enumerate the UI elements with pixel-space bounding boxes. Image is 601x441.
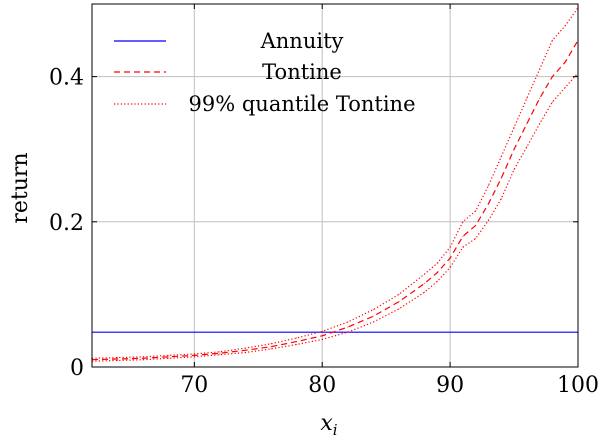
legend-label-annuity: Annuity <box>260 29 344 53</box>
series-3-point-22 <box>539 123 541 125</box>
series-1-point-6 <box>244 349 247 351</box>
series-2-point-2 <box>142 356 144 358</box>
series-3-point-4 <box>193 356 195 358</box>
series-2-point-15 <box>449 246 451 248</box>
plot-frame <box>91 3 579 368</box>
series-1 <box>91 39 579 361</box>
series-2-point-24 <box>564 25 566 27</box>
series-2-point-7 <box>270 343 272 345</box>
series-3-point-3 <box>168 357 170 359</box>
series-1-point-13 <box>423 282 426 285</box>
legend-label-quantile: 99% quantile Tontine <box>189 92 416 116</box>
series-3-point-19 <box>500 197 502 200</box>
series-2 <box>91 7 579 359</box>
series-2-point-1 <box>116 356 119 359</box>
series-1-point-4 <box>193 354 195 356</box>
series-1-point-1 <box>116 358 119 360</box>
series-1-point-17 <box>475 224 477 227</box>
legend-label-tontine: Tontine <box>262 60 342 84</box>
series-1-point-16 <box>462 235 464 237</box>
series-3-point-13 <box>423 291 426 293</box>
series-1-point-14 <box>436 272 438 274</box>
x-axis-label: xi <box>320 411 337 439</box>
series-3-point-14 <box>436 280 438 282</box>
y-tick-label-0.2: 0.2 <box>49 211 84 236</box>
series-3-point-21 <box>526 146 528 148</box>
y-axis-label: return <box>8 152 33 223</box>
series-1-point-10 <box>347 326 349 328</box>
grid <box>92 4 578 367</box>
series-2-point-21 <box>526 97 528 99</box>
series-1-point-22 <box>539 97 541 99</box>
series-3-point-23 <box>551 101 554 103</box>
series-3-point-18 <box>487 219 490 221</box>
series-1-point-12 <box>398 301 400 303</box>
series-2-point-11 <box>372 309 374 311</box>
series-3-point-10 <box>347 331 349 333</box>
series-1-point-5 <box>219 352 221 354</box>
x-axis-label-sub: i <box>333 421 338 439</box>
series-1-point-23 <box>551 76 554 78</box>
series-1-point-9 <box>321 335 323 337</box>
series-2-point-19 <box>500 155 502 158</box>
series-1-point-2 <box>142 357 144 359</box>
series-3-point-7 <box>270 348 272 350</box>
x-axis-label-base: x <box>320 411 333 436</box>
series-1-point-11 <box>372 315 374 317</box>
series-2-point-16 <box>462 221 464 223</box>
series-2-point-20 <box>513 126 515 129</box>
series-1-point-3 <box>168 356 170 358</box>
series-1-point-24 <box>564 61 566 63</box>
x-tick-label-90: 90 <box>436 373 464 398</box>
series-1-point-20 <box>513 148 515 150</box>
series-layer <box>91 7 579 362</box>
series-2-point-5 <box>219 351 221 353</box>
series-3-point-15 <box>449 266 451 269</box>
series-3-point-9 <box>321 338 323 341</box>
series-line-3 <box>91 72 579 362</box>
series-line-2 <box>91 7 579 359</box>
series-1-point-18 <box>487 203 490 205</box>
series-3-point-8 <box>296 343 298 346</box>
x-tick-label-100: 100 <box>557 373 599 398</box>
series-3-point-16 <box>462 246 464 248</box>
y-tick-label-0.4: 0.4 <box>49 66 84 91</box>
series-2-point-6 <box>244 347 247 349</box>
series-2-point-13 <box>423 273 426 275</box>
series-1-point-8 <box>296 340 298 343</box>
series-1-point-19 <box>500 177 502 179</box>
series-3-point-12 <box>398 308 400 310</box>
series-2-point-8 <box>296 337 298 339</box>
series-2-point-18 <box>487 184 490 187</box>
series-2-point-4 <box>193 353 195 355</box>
series-3-point-17 <box>475 237 477 240</box>
series-3-point-5 <box>219 354 221 356</box>
series-1-point-7 <box>270 346 272 348</box>
series-2-point-12 <box>398 293 400 295</box>
series-line-1 <box>91 39 579 361</box>
series-2-point-10 <box>347 321 349 323</box>
series-3-point-6 <box>244 351 247 354</box>
series-1-point-21 <box>526 123 528 125</box>
series-2-point-3 <box>168 354 170 356</box>
series-3-point-11 <box>372 321 374 323</box>
series-2-point-22 <box>539 68 541 70</box>
x-tick-label-80: 80 <box>308 373 336 398</box>
series-2-point-9 <box>321 330 323 333</box>
y-tick-label-0: 0 <box>70 356 84 381</box>
series-2-point-17 <box>475 210 477 212</box>
series-1-point-15 <box>449 257 451 259</box>
legend: Annuity Tontine 99% quantile Tontine <box>114 29 416 116</box>
series-3-point-24 <box>564 86 566 89</box>
ticks: 70 80 90 100 0 0.2 0.4 <box>49 4 599 398</box>
series-2-point-14 <box>436 262 438 264</box>
x-tick-label-70: 70 <box>180 373 208 398</box>
series-2-point-23 <box>551 39 554 41</box>
series-3-point-1 <box>116 359 119 362</box>
series-3-point-20 <box>513 168 515 171</box>
series-3-point-2 <box>142 359 144 361</box>
